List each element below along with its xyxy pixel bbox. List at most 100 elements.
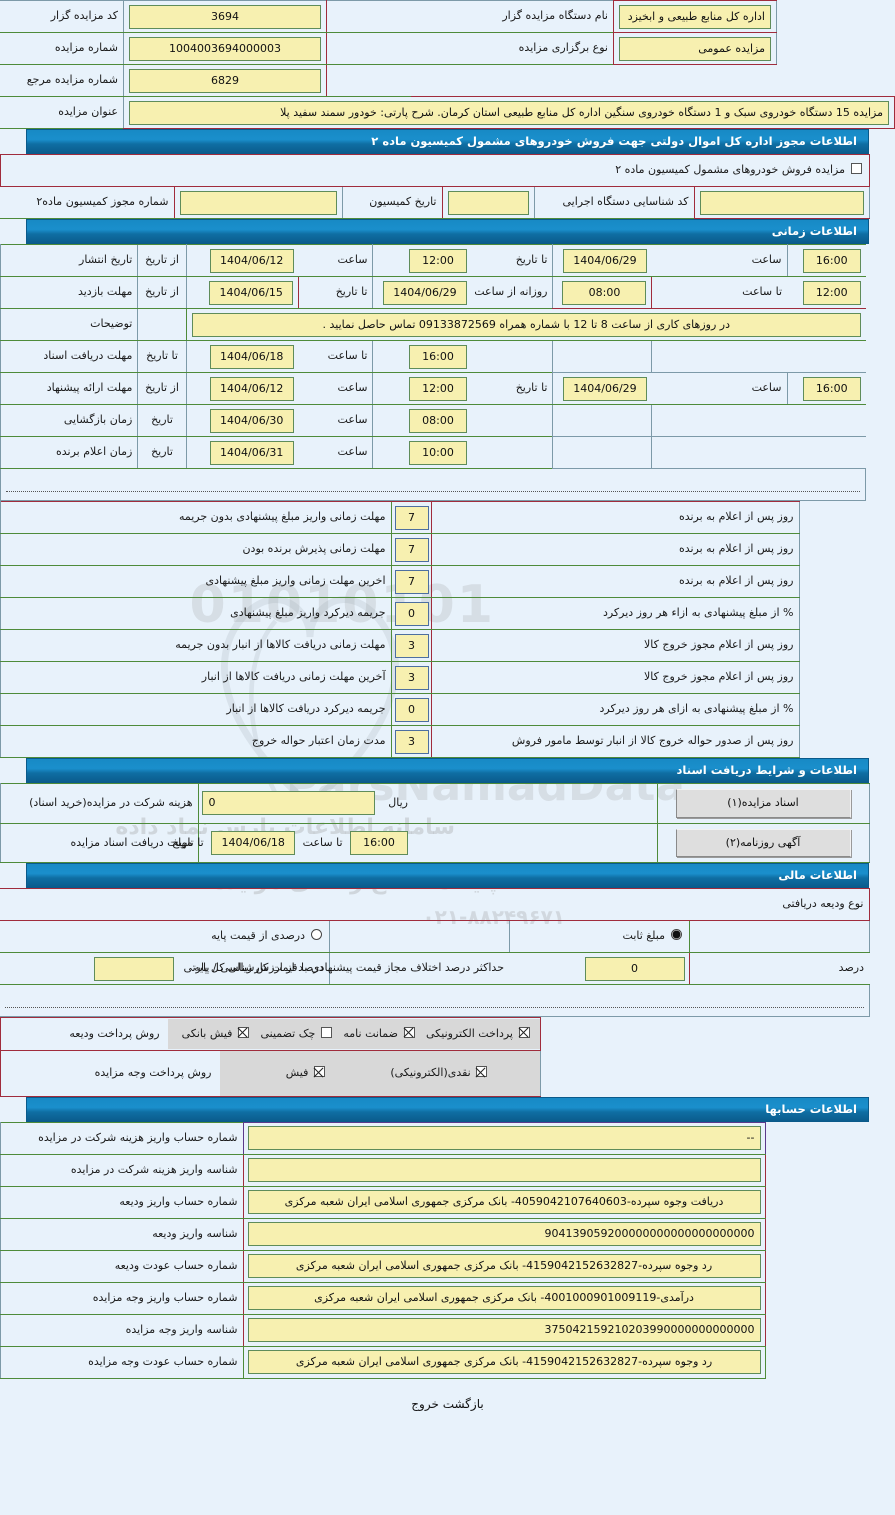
proposal-hour2-cell: 16:00 (786, 372, 866, 405)
auction-type-select[interactable]: مزایده عمومی (619, 36, 771, 61)
option-fixed-cell[interactable]: مبلغ ثابت (508, 920, 689, 953)
notes-input[interactable]: در روزهای کاری از ساعت 8 تا 12 با شماره … (191, 312, 861, 337)
docs-deadline-hour-input[interactable]: 16:00 (408, 344, 467, 369)
account-value-input-4[interactable]: رد وجوه سپرده-4159042152632827- بانک مرک… (247, 1254, 761, 1278)
receipt-checkbox[interactable] (313, 1066, 325, 1077)
visit-fromdate-cell: 1404/06/15 (185, 276, 299, 309)
spacer-cell (777, 65, 895, 97)
account-value-input-6[interactable]: 375042159210203990000000000000 (247, 1318, 761, 1342)
visit-hour1-cell: 1404/06/29 (372, 276, 472, 309)
table-row: 904139059200000000000000000000 شناسه وار… (0, 1217, 895, 1251)
empty-cell (471, 436, 554, 469)
commission-date-input[interactable] (447, 190, 529, 215)
guaranteed-check-checkbox[interactable] (320, 1026, 332, 1038)
receive-to-hour-input[interactable]: 16:00 (350, 830, 408, 855)
spacer-cell (869, 889, 895, 921)
proposal-fromdate-cell: 1404/06/12 (185, 372, 299, 405)
deadline-value-input-0[interactable]: 7 (394, 505, 429, 530)
newspaper-ad-button[interactable]: آگهی روزنامه(۲) (675, 828, 851, 857)
visit-fromdate-input[interactable]: 1404/06/15 (209, 280, 294, 305)
bank-receipt-checkbox[interactable] (237, 1026, 249, 1038)
docs-date-cell: 1404/06/18 (185, 340, 299, 373)
deposit-method-option-3[interactable]: فیش بانکی (182, 1026, 251, 1043)
proposal-todate-input[interactable]: 1404/06/29 (562, 376, 647, 401)
permit-number-input[interactable] (179, 190, 337, 215)
spacer-cell (690, 1018, 895, 1051)
spacer-cell (799, 598, 895, 630)
receive-to-date-input[interactable]: 1404/06/18 (211, 830, 296, 855)
publish-fromdate-input[interactable]: 1404/06/12 (209, 248, 294, 273)
auction-documents-button[interactable]: اسناد مزایده(۱) (675, 789, 851, 818)
visit-todate-input[interactable]: 1404/06/29 (382, 280, 467, 305)
deadline-value-input-4[interactable]: 3 (394, 633, 429, 658)
org-id-input[interactable] (699, 190, 864, 215)
proposal-hour1-input[interactable]: 12:00 (408, 376, 467, 401)
auction-title-input[interactable]: مزایده 15 دستگاه خودروی سبک و 1 دستگاه خ… (129, 100, 889, 125)
publish-hour2-input[interactable]: 16:00 (802, 248, 861, 273)
table-row: روز پس از اعلام به برنده 7 اخرین مهلت زم… (0, 565, 895, 598)
notes-spacer (137, 308, 187, 341)
winner-row-label: زمان اعلام برنده (0, 436, 139, 469)
proposal-hour2-input[interactable]: 16:00 (802, 376, 861, 401)
fee-value-input[interactable]: 0 (201, 791, 375, 816)
deposit-method-options: پرداخت الکترونیکی ضمانت نامه چک تضمینی (167, 1018, 540, 1050)
visit-hour2-input[interactable]: 12:00 (802, 280, 861, 305)
deadline-value-input-2[interactable]: 7 (394, 569, 429, 594)
auction-number-input[interactable]: 1004003694000003 (129, 36, 321, 61)
auctioneer-name-input[interactable]: اداره کل منابع طبیعی و ابخیزد (619, 4, 771, 29)
opening-hour-input[interactable]: 08:00 (408, 408, 467, 433)
deadline-value-input-7[interactable]: 3 (394, 729, 429, 754)
ref-number-input[interactable]: 6829 (129, 68, 321, 93)
deadline-value-input-6[interactable]: 0 (394, 697, 429, 722)
auction-pay-option-0[interactable]: فیش (286, 1065, 327, 1082)
deposit-method-option-1[interactable]: ضمانت نامه (343, 1026, 416, 1043)
deadline-value-input-1[interactable]: 7 (394, 537, 429, 562)
option-percent-cell[interactable]: درصدی از قیمت پایه (0, 920, 330, 953)
auctioneer-code-input[interactable]: 3694 (129, 4, 321, 29)
publish-hour1-input[interactable]: 12:00 (408, 248, 467, 273)
auction-pay-option-1[interactable]: نقدی(الکترونیکی) (390, 1065, 489, 1082)
docs-deadline-date-input[interactable]: 1404/06/18 (209, 344, 294, 369)
account-value-input-7[interactable]: رد وجوه سپرده-4159042152632827- بانک مرک… (247, 1350, 761, 1374)
account-value-input-1[interactable] (247, 1158, 761, 1182)
table-row (0, 468, 895, 501)
cash-electronic-checkbox[interactable] (476, 1066, 488, 1077)
auction-number-value-cell: 1004003694000003 (123, 32, 327, 65)
section-time-bar-wrap: اطلاعات زمانی (0, 219, 895, 244)
deposit-method-option-0[interactable]: پرداخت الکترونیکی (426, 1026, 532, 1043)
deadline-value-input-5[interactable]: 3 (394, 665, 429, 690)
max-diff-input[interactable]: 0 (584, 956, 685, 981)
deposit-type-label: نوع ودیعه دریافتی (0, 888, 870, 921)
auctioneer-code-value-cell: 3694 (123, 0, 327, 33)
commission-checkbox[interactable] (850, 163, 862, 175)
proposal-hour2-label: ساعت (651, 372, 787, 405)
section-commission-bar-wrap: اطلاعات مجوز اداره کل اموال دولتی جهت فر… (0, 129, 895, 154)
guarantee-letter-checkbox[interactable] (403, 1026, 415, 1038)
electronic-payment-checkbox[interactable] (518, 1026, 530, 1038)
table-row: کد شناسایی دستگاه اجرایی تاریخ کمیسیون ش… (0, 186, 895, 219)
deposit-method-option-2[interactable]: چک تضمینی (260, 1026, 333, 1043)
max-diff-label-cell: حداکثر درصد اختلاف مجاز قیمت پیشنهادی با… (194, 952, 509, 985)
back-exit-link[interactable]: بازگشت خروج (411, 1396, 484, 1411)
account-value-input-0[interactable]: -- (247, 1126, 761, 1150)
commission-checkbox-cell[interactable]: مزایده فروش خودروهای مشمول کمیسیون ماده … (0, 154, 870, 187)
percent-of-total-input[interactable] (93, 956, 174, 981)
publish-hour2-label: ساعت (651, 244, 787, 277)
account-value-input-2[interactable]: دریافت وجوه سپرده-4059042107640603- بانک… (247, 1190, 761, 1214)
deadline-unit-1: روز پس از اعلام به برنده (430, 533, 800, 566)
opening-date-input[interactable]: 1404/06/30 (209, 408, 294, 433)
account-value-input-5[interactable]: درآمدی-4001000901009119- بانک مرکزی جمهو… (247, 1286, 761, 1310)
guaranteed-check-label: چک تضمینی (260, 1026, 316, 1040)
auction-pay-method-label: روش پرداخت وجه مزایده (94, 1066, 212, 1079)
fixed-amount-radio[interactable] (670, 929, 682, 941)
deadline-value-input-3[interactable]: 0 (394, 601, 429, 626)
visit-daily-from-input[interactable]: 08:00 (562, 280, 647, 305)
winner-date-input[interactable]: 1404/06/31 (209, 440, 294, 465)
percent-of-base-radio[interactable] (310, 929, 322, 941)
publish-todate-input[interactable]: 1404/06/29 (562, 248, 647, 273)
spacer-cell (799, 726, 895, 758)
winner-hour-input[interactable]: 10:00 (408, 440, 467, 465)
proposal-fromdate-input[interactable]: 1404/06/12 (209, 376, 294, 401)
account-value-input-3[interactable]: 904139059200000000000000000000 (247, 1222, 761, 1246)
table-row: -- شماره حساب واریز هزینه شرکت در مزایده (0, 1121, 895, 1155)
